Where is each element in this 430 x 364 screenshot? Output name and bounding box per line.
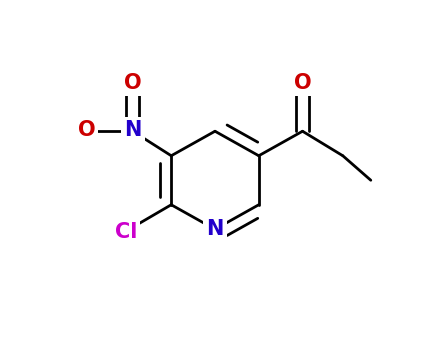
Text: O: O [124, 73, 141, 93]
Text: O: O [294, 73, 311, 93]
Text: Cl: Cl [114, 222, 137, 242]
Text: N: N [206, 219, 224, 239]
Text: N: N [124, 120, 141, 140]
Text: O: O [78, 120, 95, 140]
